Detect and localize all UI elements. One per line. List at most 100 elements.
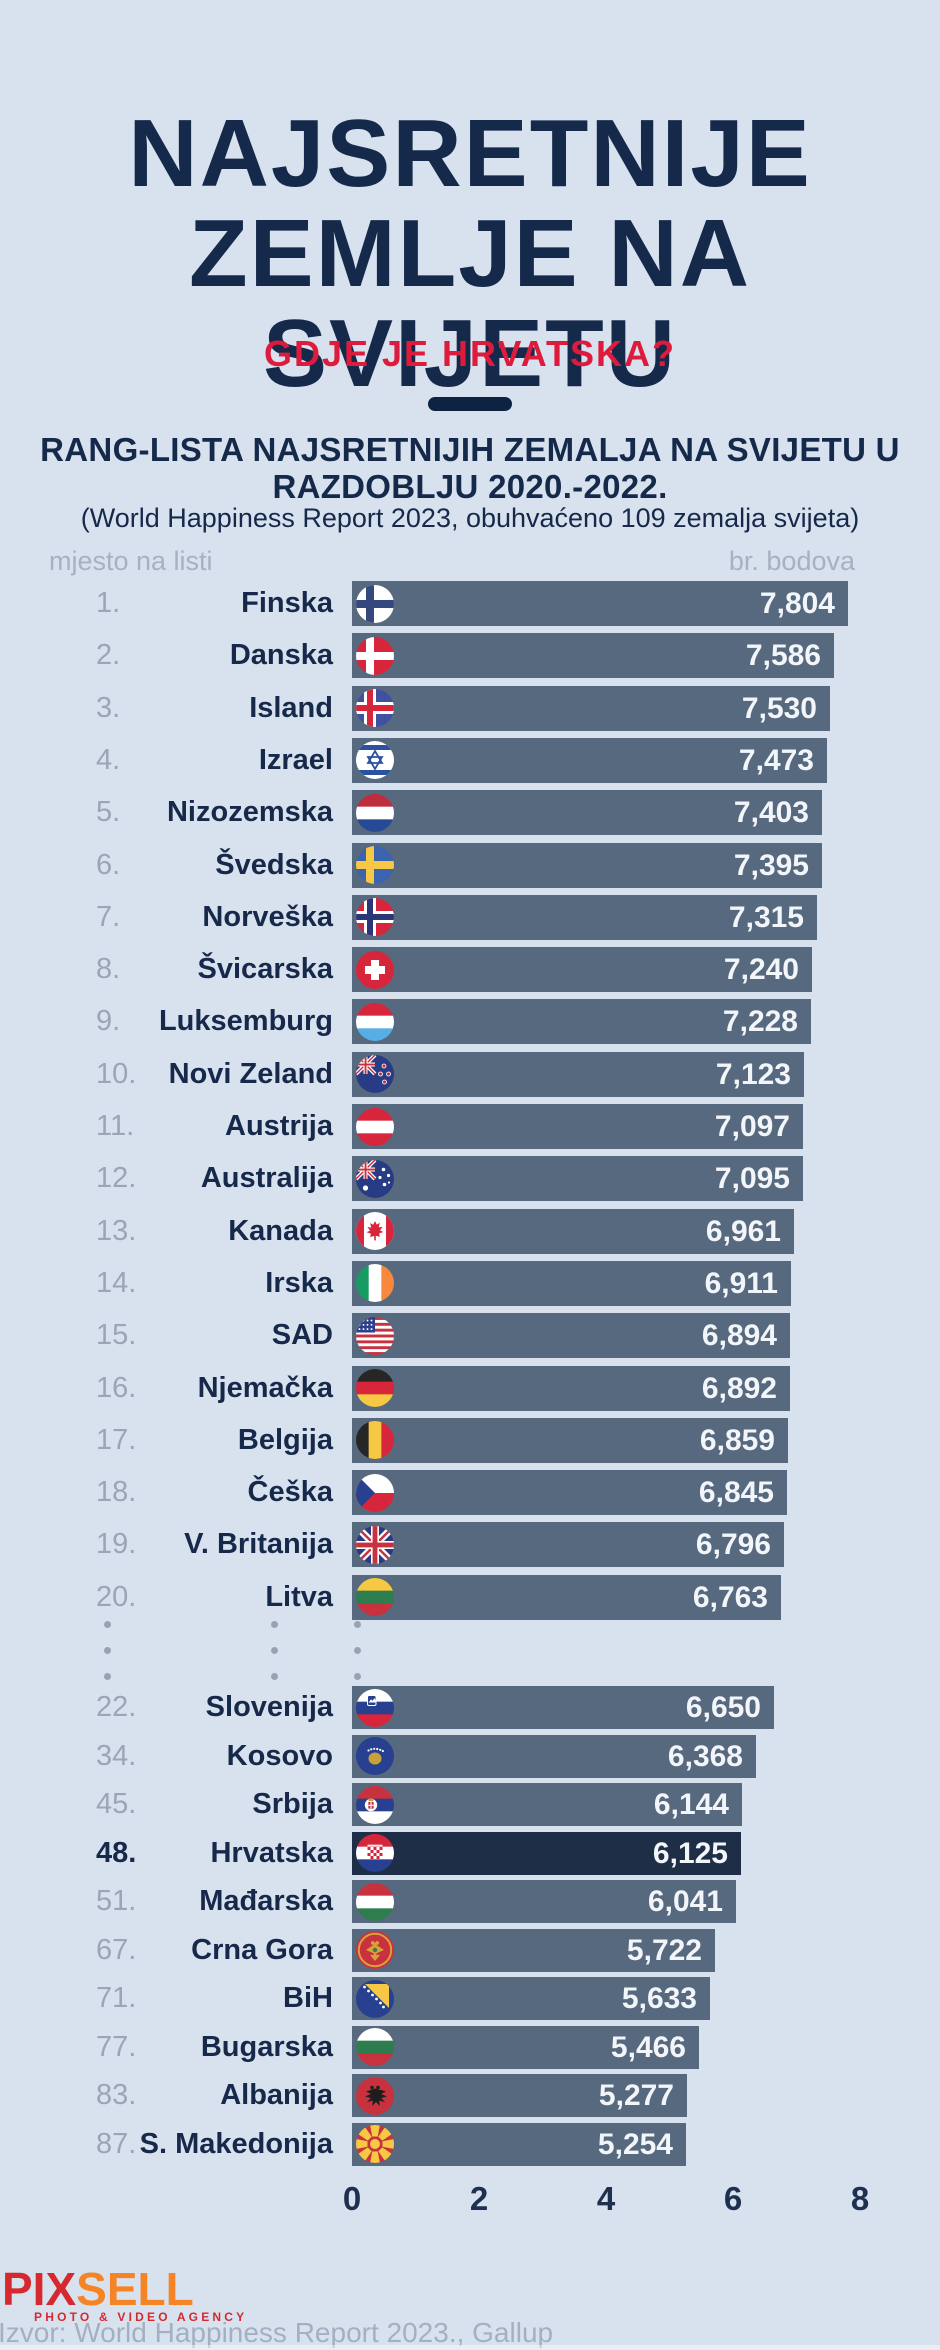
score-bar: 6,845 xyxy=(352,1470,787,1516)
country-row: 71. BiH 5,633 xyxy=(0,1977,940,2020)
column-header-rank: mjesto na listi xyxy=(49,546,213,576)
country-row: 3. Island 7,530 xyxy=(0,685,940,731)
score-label: 7,315 xyxy=(728,900,804,934)
score-bar: 5,277 xyxy=(352,2074,687,2117)
score-label: 6,892 xyxy=(701,1371,777,1405)
country-label: Njemačka xyxy=(197,1371,333,1404)
score-bar: 7,095 xyxy=(352,1156,803,1202)
country-row: 22. Slovenija 6,650 xyxy=(0,1686,940,1729)
score-label: 6,125 xyxy=(652,1836,728,1870)
flag-be-icon xyxy=(356,1421,394,1460)
score-label: 6,859 xyxy=(699,1423,775,1457)
flag-ca-icon xyxy=(356,1212,394,1251)
flag-nl-icon xyxy=(356,793,394,832)
rank-label: 1. xyxy=(96,587,121,619)
country-row: 20. Litva 6,763 xyxy=(0,1574,940,1620)
flag-au-icon xyxy=(356,1159,394,1198)
score-bar: 7,240 xyxy=(352,947,812,993)
score-bar: 7,395 xyxy=(352,842,822,888)
rank-label: 48. xyxy=(96,1836,137,1869)
rank-label: 15. xyxy=(96,1319,137,1352)
country-label: Švicarska xyxy=(197,953,333,986)
score-label: 5,633 xyxy=(621,1982,697,2015)
country-row: 45. Srbija 6,144 xyxy=(0,1783,940,1826)
country-label: Crna Gora xyxy=(191,1933,333,1966)
flag-ba-icon xyxy=(356,1979,394,2018)
rank-label: 8. xyxy=(96,953,121,986)
score-label: 6,650 xyxy=(685,1691,761,1724)
score-bar: 6,961 xyxy=(352,1208,794,1254)
ellipsis-dot xyxy=(353,1646,361,1654)
score-label: 6,041 xyxy=(647,1885,723,1918)
country-row: 16. Njemačka 6,892 xyxy=(0,1365,940,1411)
country-label: Slovenija xyxy=(205,1691,333,1723)
score-bar: 7,123 xyxy=(352,1051,804,1097)
source-credit: Izvor: World Happiness Report 2023., Gal… xyxy=(0,2317,554,2348)
country-row: 83. Albanija 5,277 xyxy=(0,2074,940,2117)
ellipsis-dot xyxy=(270,1646,278,1654)
rank-label: 77. xyxy=(96,2030,137,2063)
flag-il-icon xyxy=(356,741,394,780)
flag-hr-icon xyxy=(356,1834,394,1872)
country-label: BiH xyxy=(283,1982,333,2014)
score-label: 6,796 xyxy=(695,1528,771,1562)
score-label: 6,911 xyxy=(704,1266,778,1300)
score-bar: 6,892 xyxy=(352,1365,790,1411)
rank-label: 18. xyxy=(96,1476,137,1509)
flag-dk-icon xyxy=(356,636,394,675)
score-label: 7,530 xyxy=(741,691,817,725)
country-label: Litva xyxy=(265,1580,333,1613)
country-row: 5. Nizozemska 7,403 xyxy=(0,790,940,836)
score-bar: 6,796 xyxy=(352,1522,784,1568)
score-bar: 7,530 xyxy=(352,685,830,731)
country-row: 11. Austrija 7,097 xyxy=(0,1104,940,1149)
score-label: 6,845 xyxy=(698,1476,774,1510)
score-bar: 7,097 xyxy=(352,1104,803,1149)
rank-label: 14. xyxy=(96,1266,137,1299)
column-header-score: br. bodova xyxy=(728,546,855,576)
rank-label: 20. xyxy=(96,1580,137,1613)
flag-cz-icon xyxy=(356,1473,394,1512)
flag-lu-icon xyxy=(356,1002,394,1041)
score-bar: 6,368 xyxy=(352,1734,756,1778)
flag-xk-icon xyxy=(356,1737,394,1775)
flag-si-icon xyxy=(356,1688,394,1727)
score-bar: 5,633 xyxy=(352,1977,710,2020)
country-row: 87. S. Makedonija 5,254 xyxy=(0,2122,940,2166)
ellipsis-dot xyxy=(353,1672,361,1680)
score-label: 7,095 xyxy=(714,1162,790,1196)
country-row: 8. Švicarska 7,240 xyxy=(0,947,940,993)
country-label: Novi Zeland xyxy=(168,1057,333,1090)
x-axis-tick: 2 xyxy=(469,2180,489,2217)
rank-label: 4. xyxy=(96,743,121,776)
country-label: Kosovo xyxy=(226,1739,333,1772)
score-label: 7,403 xyxy=(733,796,809,830)
x-axis-tick: 6 xyxy=(723,2180,743,2217)
country-label: Belgija xyxy=(237,1423,333,1456)
flag-de-icon xyxy=(356,1369,394,1407)
score-bar: 6,911 xyxy=(352,1260,791,1306)
page-title: NAJSRETNIJE ZEMLJE NA SVIJETU xyxy=(128,100,812,408)
rank-label: 13. xyxy=(96,1214,137,1247)
country-row: 67. Crna Gora 5,722 xyxy=(0,1928,940,1972)
pixsell-tagline: PHOTO & VIDEO AGENCY xyxy=(34,2310,248,2324)
country-row: 17. Belgija 6,859 xyxy=(0,1417,940,1463)
country-label: Kanada xyxy=(228,1214,333,1247)
score-bar: 7,473 xyxy=(352,737,827,783)
score-label: 5,466 xyxy=(610,2030,686,2064)
country-label: Austrija xyxy=(225,1110,333,1142)
score-label: 5,722 xyxy=(626,1933,702,1967)
flag-hu-icon xyxy=(356,1882,394,1921)
score-bar: 6,894 xyxy=(352,1313,790,1359)
rank-label: 3. xyxy=(96,691,121,724)
flag-us-icon xyxy=(356,1316,394,1355)
ellipsis-dot xyxy=(103,1672,111,1680)
score-bar: 6,144 xyxy=(352,1783,742,1826)
pixsell-logo-pix: PIX xyxy=(2,2263,77,2315)
score-label: 5,254 xyxy=(597,2127,673,2161)
section-subheading: (World Happiness Report 2023, obuhvaćeno… xyxy=(80,503,860,533)
flag-nz-icon xyxy=(356,1055,394,1094)
country-label: Hrvatska xyxy=(210,1836,333,1869)
rank-label: 5. xyxy=(96,796,121,829)
country-label: Australija xyxy=(200,1162,333,1195)
